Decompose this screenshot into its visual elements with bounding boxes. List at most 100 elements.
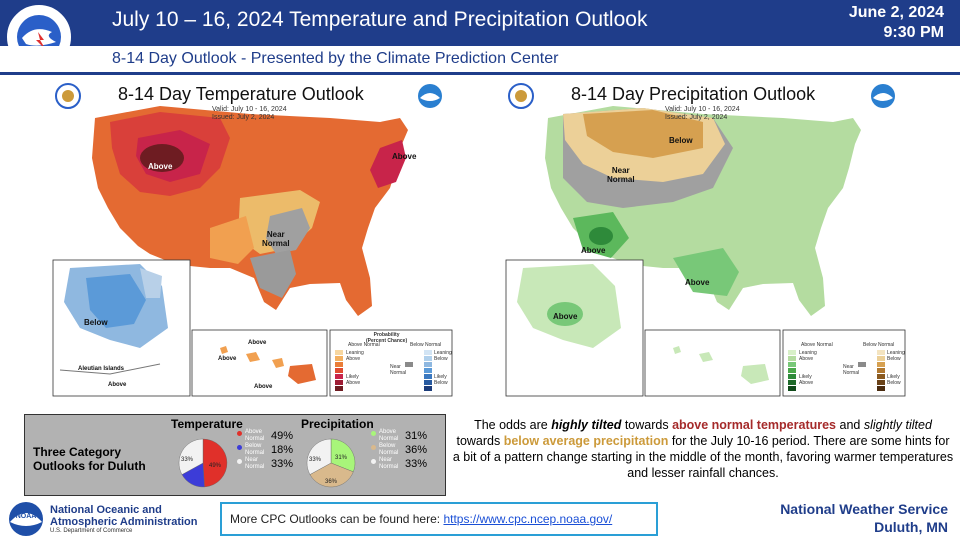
temp-legend-dot-1 (237, 445, 242, 450)
summary-part: and (836, 418, 864, 432)
temperature-outlook-map: 8-14 Day Temperature Outlook Valid: July… (50, 78, 455, 398)
precip-legend-likely-above: Likely Above (799, 374, 814, 386)
issue-date: June 2, 2024 (848, 4, 944, 21)
summary-slightly-tilted: slightly tilted (863, 418, 932, 432)
precip-legend-pct-0: 31% (405, 430, 428, 442)
summary-part: towards (456, 434, 504, 448)
noaa-logo-icon: NOAA (9, 502, 43, 536)
temp-legend-pct-2: 33% (271, 458, 294, 470)
temp-legend-title: Probability (Percent Chance) (366, 332, 408, 344)
temp-legend-label-0: Above Normal (245, 429, 265, 442)
precip-legend-dot-2 (371, 459, 376, 464)
temp-label-above-ne: Above (392, 152, 417, 161)
cpc-outlooks-box: More CPC Outlooks can be found here: htt… (220, 502, 658, 536)
header-bar (0, 0, 960, 46)
precip-legend-near-normal: Near Normal (843, 364, 860, 376)
precipitation-outlook-map: 8-14 Day Precipitation Outlook Valid: Ju… (503, 78, 908, 398)
nws-office: Duluth, MN (874, 519, 948, 535)
temp-legend-dot-2 (237, 459, 242, 464)
precip-legend-dot-0 (371, 431, 376, 436)
temp-pie-slice-0 (202, 438, 228, 488)
duluth-outlook-box: Temperature Precipitation Three Category… (24, 414, 446, 496)
temp-legend-leaning-above: Leaning Above (346, 350, 364, 362)
subtitle-bar: 8-14 Day Outlook - Presented by the Clim… (0, 46, 960, 75)
temp-label-near-normal: Near Normal (262, 230, 290, 248)
nws-name: National Weather Service (780, 501, 948, 517)
precip-label-below: Below (669, 136, 693, 145)
temp-label-above-hi3: Above (254, 384, 273, 390)
temp-label-above-hi2: Above (218, 356, 237, 362)
precip-map-title: 8-14 Day Precipitation Outlook (571, 84, 816, 104)
temp-legend-label-1: Below Normal (245, 443, 265, 456)
precip-legend-above-hdr: Above Normal (801, 342, 833, 348)
page-subtitle: 8-14 Day Outlook - Presented by the Clim… (112, 50, 559, 67)
precip-legend-pct-1: 36% (405, 444, 428, 456)
precip-pie-above-pct: 31% (335, 455, 348, 461)
precipitation-map-graphic (505, 83, 906, 397)
temp-legend-leaning-below: Leaning Below (434, 350, 452, 362)
temp-pie-slice-2 (178, 438, 204, 475)
temp-legend-near-normal: Near Normal (390, 364, 407, 376)
precip-legend-swatches (788, 350, 885, 391)
temperature-map-graphic (52, 83, 453, 397)
precip-legend-label-2: Near Normal (379, 457, 399, 470)
temp-legend-pct-0: 49% (271, 430, 294, 442)
cpc-label: More CPC Outlooks can be found here: (230, 512, 444, 526)
precip-map-valid: Valid: July 10 - 16, 2024 (665, 106, 740, 113)
temp-legend-pct-1: 18% (271, 444, 294, 456)
summary-above-normal-temps: above normal temperatures (672, 418, 837, 432)
precip-label-near-normal: Near Normal (607, 166, 635, 184)
precip-label-above-w: Above (581, 246, 606, 255)
svg-text:NOAA: NOAA (16, 513, 37, 520)
precip-legend-leaning-below: Leaning Below (887, 350, 905, 362)
temp-map-valid: Valid: July 10 - 16, 2024 (212, 106, 287, 113)
page-title: July 10 – 16, 2024 Temperature and Preci… (112, 8, 648, 31)
temp-label-aleutian: Aleutian Islands (78, 366, 125, 372)
temp-legend-swatches (335, 350, 432, 391)
precip-legend-likely-below: Likely Below (887, 374, 901, 386)
noaa-dept: U.S. Department of Commerce (50, 528, 133, 534)
precip-legend-dot-1 (371, 445, 376, 450)
precip-pie-near-pct: 33% (309, 457, 322, 463)
issue-datetime: June 2, 2024 9:30 PM (849, 3, 944, 43)
cpc-text: More CPC Outlooks can be found here: htt… (230, 512, 612, 526)
summary-part: The odds are (474, 418, 552, 432)
temp-label-above-nw: Above (148, 162, 173, 171)
temp-pie-near-pct: 33% (181, 457, 194, 463)
precip-map-issued: Issued: July 2, 2024 (665, 114, 728, 121)
precip-label-above-s: Above (685, 278, 710, 287)
duluth-temp-header: Temperature (171, 417, 243, 431)
temp-map-issued: Issued: July 2, 2024 (212, 114, 275, 121)
temp-legend-likely-below: Likely Below (434, 374, 448, 386)
summary-below-avg-precip: below average precipitation (503, 434, 669, 448)
summary-highly-tilted: highly tilted (551, 418, 622, 432)
precip-legend-label-0: Above Normal (379, 429, 399, 442)
precip-legend-leaning-above: Leaning Above (799, 350, 817, 362)
noaa-name: National Oceanic and Atmospheric Adminis… (50, 504, 198, 528)
temp-legend-above-hdr: Above Normal (348, 342, 380, 348)
precip-label-above-ak: Above (553, 312, 578, 321)
precip-pie-below-pct: 36% (325, 479, 338, 485)
duluth-heading: Three Category Outlooks for Duluth (33, 445, 146, 473)
temp-legend-below-hdr: Below Normal (410, 342, 442, 348)
precip-legend-pct-2: 33% (405, 458, 428, 470)
temp-label-above-hi1: Above (248, 340, 267, 346)
duluth-precip-header: Precipitation (301, 417, 374, 431)
precip-legend-below-hdr: Below Normal (863, 342, 895, 348)
issue-time: 9:30 PM (883, 24, 944, 41)
duluth-temp-pie: 49% 33% (178, 438, 228, 488)
temp-label-above-ak: Above (108, 382, 127, 388)
precip-pie-slice-2 (306, 438, 332, 475)
outlook-summary: The odds are highly tilted towards above… (452, 417, 954, 481)
temp-map-title: 8-14 Day Temperature Outlook (118, 84, 364, 104)
precip-legend-label-1: Below Normal (379, 443, 399, 456)
temp-legend-likely-above: Likely Above (346, 374, 361, 386)
temp-label-below-ak: Below (84, 318, 108, 327)
temp-legend-label-2: Near Normal (245, 457, 265, 470)
precip-pie-slice-0 (330, 438, 356, 473)
temp-pie-above-pct: 49% (209, 463, 222, 469)
precip-pie-slice-1 (309, 462, 354, 488)
cpc-link[interactable]: https://www.cpc.ncep.noaa.gov/ (443, 512, 613, 526)
temp-legend-dot-0 (237, 431, 242, 436)
duluth-precip-pie: 31% 33% 36% (306, 438, 356, 488)
